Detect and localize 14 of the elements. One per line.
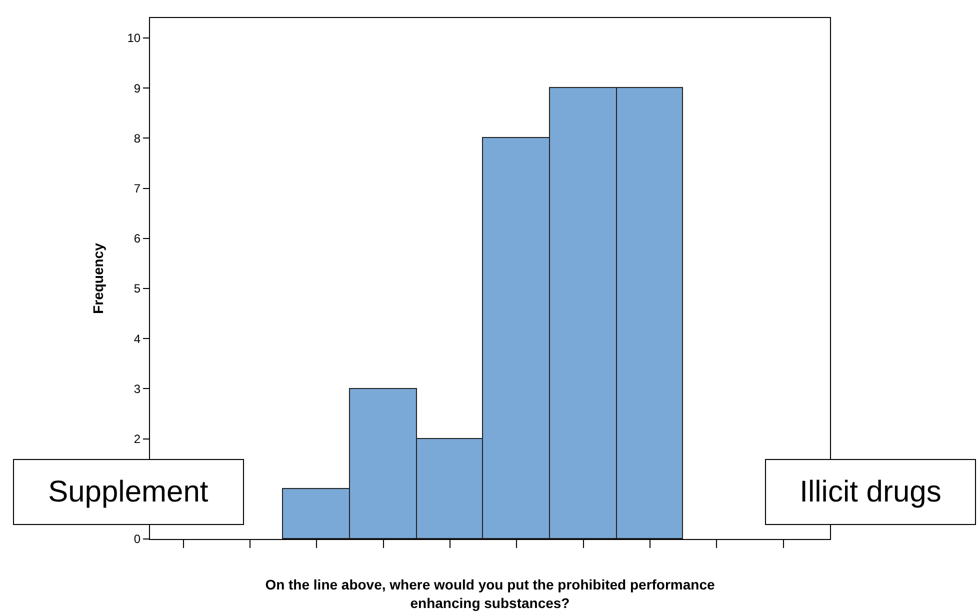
y-tick-label: 5 bbox=[134, 282, 141, 296]
x-axis-title: On the line above, where would you put the prohibited performance enhancing substances? bbox=[265, 576, 716, 611]
y-tick-label: 3 bbox=[134, 382, 141, 396]
annotation: Supplement bbox=[48, 476, 209, 508]
y-tick-label: 10 bbox=[127, 31, 141, 46]
y-axis-title: Frequency bbox=[90, 242, 106, 314]
y-tick-label: 2 bbox=[134, 432, 141, 446]
y-tick-label: 7 bbox=[134, 182, 141, 196]
y-tick-label: 4 bbox=[134, 332, 141, 346]
y-tick-label: 9 bbox=[134, 81, 141, 96]
y-tick-label: 0 bbox=[134, 532, 141, 546]
y-tick-label: 8 bbox=[134, 131, 141, 146]
annotation: Illicit drugs bbox=[800, 476, 942, 508]
y-tick-label: 6 bbox=[134, 232, 141, 246]
